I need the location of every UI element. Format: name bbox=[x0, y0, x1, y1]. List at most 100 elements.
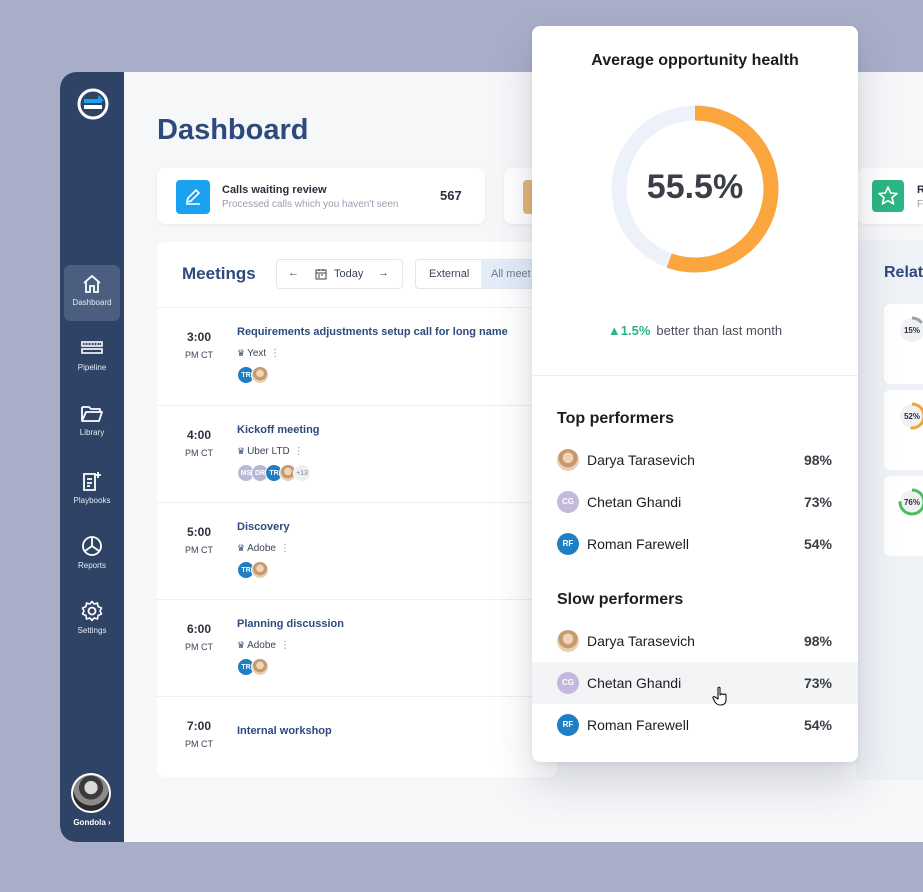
meeting-timezone: PM CT bbox=[185, 350, 213, 360]
arrow-left-icon[interactable]: ← bbox=[288, 267, 299, 279]
logo-icon[interactable] bbox=[75, 86, 111, 122]
meeting-timezone: PM CT bbox=[185, 448, 213, 458]
home-icon bbox=[83, 274, 101, 293]
performer-pct: 73% bbox=[803, 675, 832, 691]
donut-arc bbox=[666, 105, 779, 273]
performer-pct: 54% bbox=[803, 717, 832, 733]
playbook-icon bbox=[83, 472, 101, 491]
sidebar-item-label: Pipeline bbox=[77, 363, 107, 372]
progress-ring-52 bbox=[900, 402, 923, 430]
performer-row[interactable]: RF Roman Farewell 54% bbox=[532, 704, 858, 746]
sidebar: Dashboard Pipeline Library Playbooks Rep… bbox=[60, 72, 124, 842]
crown-icon: ♛ bbox=[237, 640, 246, 650]
sidebar-item-pipeline[interactable]: Pipeline bbox=[64, 330, 120, 386]
progress-label: 15% bbox=[903, 326, 920, 335]
user-menu-label[interactable]: Gondola › bbox=[73, 818, 111, 827]
performer-row[interactable]: Darya Tarasevich 98% bbox=[532, 620, 858, 662]
performer-pct: 54% bbox=[803, 536, 832, 552]
crown-icon: ♛ bbox=[237, 543, 246, 553]
related-panel-bg: Relat 15% 52% 76% bbox=[858, 242, 923, 777]
more-icon[interactable]: ⋮ bbox=[280, 543, 290, 554]
stat-card-calls[interactable]: Calls waiting review Processed calls whi… bbox=[157, 168, 485, 224]
meeting-company: ♛ Adobe ⋮ bbox=[237, 640, 290, 651]
meeting-title[interactable]: Kickoff meeting bbox=[237, 424, 320, 436]
performer-row[interactable]: CG Chetan Ghandi 73% bbox=[532, 481, 858, 523]
sidebar-item-dashboard[interactable]: Dashboard bbox=[64, 265, 120, 321]
progress-label: 52% bbox=[903, 412, 920, 421]
meeting-title[interactable]: Planning discussion bbox=[237, 618, 344, 630]
folder-icon bbox=[81, 406, 103, 422]
trend-value: ▲1.5% bbox=[607, 323, 651, 338]
performer-row[interactable]: Darya Tarasevich 98% bbox=[532, 439, 858, 481]
participants: TR bbox=[237, 561, 269, 579]
avatar: TR bbox=[237, 561, 255, 579]
progress-arc bbox=[911, 316, 923, 324]
meeting-title[interactable]: Internal workshop bbox=[237, 725, 332, 737]
meeting-time: 3:00 bbox=[187, 330, 212, 344]
user-avatar[interactable] bbox=[71, 773, 111, 813]
pipeline-icon bbox=[81, 341, 103, 354]
meeting-row[interactable]: 3:00 PM CT Requirements adjustments setu… bbox=[157, 308, 557, 405]
meeting-row[interactable]: 4:00 PM CT Kickoff meeting ♛ Uber LTD ⋮ MS… bbox=[157, 406, 557, 503]
hand-cursor-icon bbox=[712, 686, 727, 706]
progress-arc bbox=[910, 402, 923, 430]
meeting-title[interactable]: Requirements adjustments setup call for … bbox=[237, 326, 508, 338]
slow-performers-title: Slow performers bbox=[557, 591, 684, 608]
avatar bbox=[251, 561, 269, 579]
performer-row[interactable]: CG Chetan Ghandi 73% bbox=[532, 662, 858, 704]
popup-title: Average opportunity health bbox=[591, 52, 799, 69]
company-name: Adobe bbox=[247, 543, 276, 554]
trend-description: better than last month bbox=[656, 323, 783, 338]
meeting-timezone: PM CT bbox=[185, 739, 213, 749]
health-value: 55.5% bbox=[646, 168, 744, 206]
meeting-time: 7:00 bbox=[187, 719, 212, 733]
more-icon[interactable]: ⋮ bbox=[270, 348, 281, 359]
progress-arc bbox=[898, 488, 923, 516]
sidebar-item-playbooks[interactable]: Playbooks bbox=[64, 461, 120, 517]
arrow-right-icon[interactable]: → bbox=[378, 267, 389, 279]
related-card[interactable]: 52% bbox=[884, 390, 923, 470]
performer-name: Darya Tarasevich bbox=[587, 452, 695, 468]
sidebar-item-label: Library bbox=[79, 428, 105, 437]
meetings-title: Meetings bbox=[182, 264, 256, 283]
stat-card-3[interactable]: R F bbox=[857, 168, 923, 224]
sidebar-item-settings[interactable]: Settings bbox=[64, 591, 120, 647]
performer-name: Chetan Ghandi bbox=[587, 494, 682, 510]
company-name: Yext bbox=[247, 348, 267, 359]
meeting-company: ♛ Yext ⋮ bbox=[237, 348, 280, 359]
related-card[interactable]: 76% bbox=[884, 476, 923, 556]
avatar bbox=[251, 658, 269, 676]
edit-icon bbox=[176, 180, 210, 214]
stat-value: 567 bbox=[440, 188, 462, 203]
progress-ring-76 bbox=[898, 488, 923, 516]
meeting-time: 6:00 bbox=[187, 622, 212, 636]
meeting-row[interactable]: 5:00 PM CT Discovery ♛ Adobe ⋮ TR bbox=[157, 503, 557, 600]
meeting-row[interactable]: 7:00 PM CT Internal workshop bbox=[157, 697, 557, 777]
company-name: Uber LTD bbox=[247, 446, 290, 457]
related-title: Relat bbox=[884, 264, 923, 281]
more-icon[interactable]: ⋮ bbox=[293, 446, 304, 457]
avatar: TR bbox=[265, 464, 283, 482]
date-label[interactable]: Today bbox=[334, 268, 364, 280]
filter-external[interactable]: External bbox=[429, 268, 470, 280]
sidebar-item-library[interactable]: Library bbox=[64, 395, 120, 451]
page-title: Dashboard bbox=[157, 114, 309, 146]
opportunity-health-popup: Average opportunity health 55.5% ▲1.5% be… bbox=[532, 26, 858, 762]
sidebar-item-reports[interactable]: Reports bbox=[64, 526, 120, 582]
gear-icon bbox=[81, 600, 103, 622]
meeting-time: 4:00 bbox=[187, 428, 212, 442]
related-card[interactable]: 15% bbox=[884, 304, 923, 384]
meeting-row[interactable]: 6:00 PM CT Planning discussion ♛ Adobe ⋮ T… bbox=[157, 600, 557, 697]
crown-icon: ♛ bbox=[237, 446, 246, 456]
pie-chart-icon bbox=[82, 536, 102, 556]
more-participants[interactable]: +13 bbox=[293, 464, 311, 482]
performer-row[interactable]: RF Roman Farewell 54% bbox=[532, 523, 858, 565]
crown-icon: ♛ bbox=[237, 348, 246, 358]
stat-title: R bbox=[917, 184, 923, 196]
meeting-timezone: PM CT bbox=[185, 545, 213, 555]
health-donut-chart bbox=[611, 105, 779, 273]
meeting-title[interactable]: Discovery bbox=[237, 521, 290, 533]
more-icon[interactable]: ⋮ bbox=[280, 640, 290, 651]
stat-title: Calls waiting review bbox=[222, 184, 327, 196]
date-selector: ← Today → bbox=[276, 259, 403, 289]
